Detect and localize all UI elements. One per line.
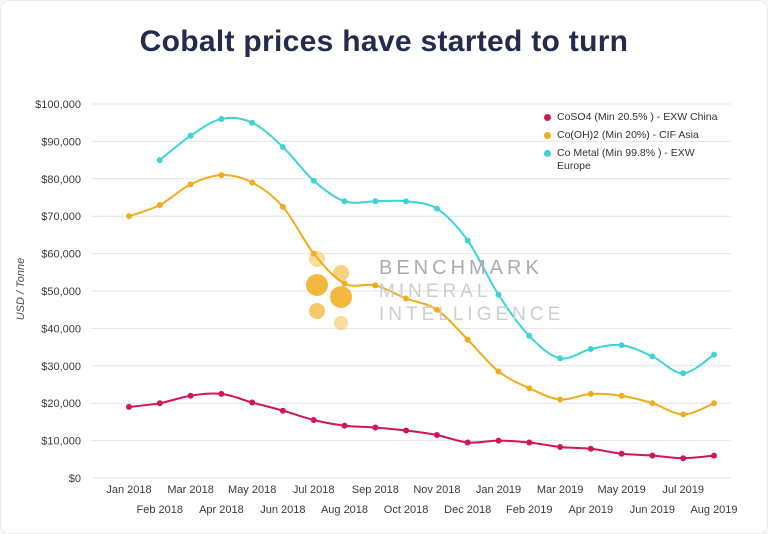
svg-text:$0: $0 (69, 473, 81, 485)
svg-text:Jan 2019: Jan 2019 (476, 484, 521, 496)
svg-text:Dec 2018: Dec 2018 (444, 504, 491, 516)
legend-label-cometal: Co Metal (Min 99.8% ) - EXW Europe (557, 147, 695, 172)
svg-text:$30,000: $30,000 (41, 361, 81, 373)
svg-text:Feb 2019: Feb 2019 (506, 504, 552, 516)
svg-text:$100,000: $100,000 (35, 99, 81, 111)
svg-text:Apr 2018: Apr 2018 (199, 504, 244, 516)
svg-text:May 2018: May 2018 (228, 484, 276, 496)
svg-text:$10,000: $10,000 (41, 436, 81, 448)
svg-text:$50,000: $50,000 (41, 286, 81, 298)
legend-dot-cooh2 (544, 132, 551, 139)
legend-dot-cometal (544, 150, 551, 157)
svg-text:$70,000: $70,000 (41, 211, 81, 223)
svg-text:$20,000: $20,000 (41, 398, 81, 410)
svg-text:Aug 2019: Aug 2019 (690, 504, 737, 516)
legend-label-cooh2: Co(OH)2 (Min 20%) - CIF Asia (557, 129, 699, 141)
page-title: Cobalt prices have started to turn (139, 25, 629, 58)
svg-text:$90,000: $90,000 (41, 136, 81, 148)
svg-text:Mar 2018: Mar 2018 (167, 484, 213, 496)
svg-text:Oct 2018: Oct 2018 (384, 504, 429, 516)
chart-legend: CoSO4 (Min 20.5% ) - EXW China Co(OH)2 (… (544, 111, 726, 178)
legend-item-cometal: Co Metal (Min 99.8% ) - EXW Europe (544, 147, 726, 173)
svg-text:Jun 2018: Jun 2018 (260, 504, 305, 516)
legend-item-coso4: CoSO4 (Min 20.5% ) - EXW China (544, 111, 726, 124)
svg-text:Sep 2018: Sep 2018 (352, 484, 399, 496)
svg-text:Jul 2019: Jul 2019 (662, 484, 704, 496)
svg-text:Jul 2018: Jul 2018 (293, 484, 335, 496)
svg-text:$40,000: $40,000 (41, 323, 81, 335)
svg-text:Aug 2018: Aug 2018 (321, 504, 368, 516)
svg-text:Jun 2019: Jun 2019 (630, 504, 675, 516)
svg-text:Apr 2019: Apr 2019 (568, 504, 613, 516)
svg-text:Nov 2018: Nov 2018 (413, 484, 460, 496)
legend-item-cooh2: Co(OH)2 (Min 20%) - CIF Asia (544, 129, 726, 142)
svg-text:$60,000: $60,000 (41, 249, 81, 261)
svg-text:Jan 2018: Jan 2018 (106, 484, 151, 496)
svg-text:May 2019: May 2019 (597, 484, 645, 496)
svg-text:Feb 2018: Feb 2018 (137, 504, 183, 516)
svg-text:$80,000: $80,000 (41, 174, 81, 186)
svg-text:Mar 2019: Mar 2019 (537, 484, 583, 496)
price-line-chart: $0 $10,000 $20,000 $30,000 $40,000 $50,000 $60… (35, 99, 737, 516)
legend-dot-coso4 (544, 114, 551, 121)
legend-label-coso4: CoSO4 (Min 20.5% ) - EXW China (557, 111, 718, 123)
